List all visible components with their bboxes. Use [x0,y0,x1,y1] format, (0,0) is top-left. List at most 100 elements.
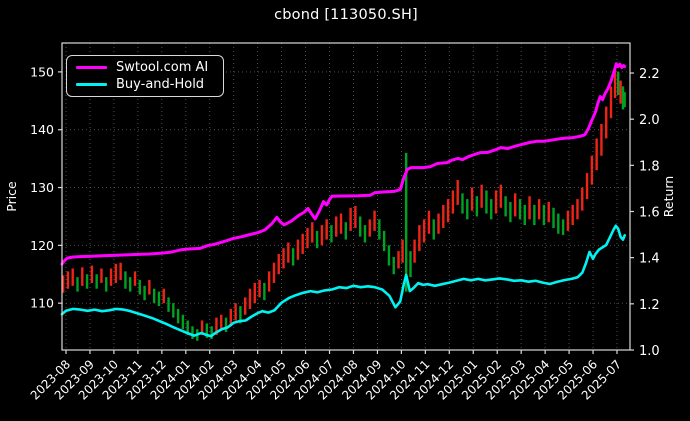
legend-item-buy-and-hold: Buy-and-Hold [76,77,214,92]
price-bar [409,251,412,278]
price-bar [523,204,526,226]
price-bar [442,204,445,229]
price-bar [621,86,625,110]
price-bar [148,280,151,295]
price-bar [401,239,404,263]
price-bar [119,262,122,281]
price-bar [397,251,400,269]
price-axis-label: Price [4,181,19,212]
price-bar [581,187,584,211]
price-bar [287,242,290,263]
price-bar [566,210,570,231]
price-bar [76,277,79,292]
price-bar [437,213,440,234]
price-bar [446,199,450,223]
price-bar [595,138,598,171]
price-bar [358,216,362,237]
price-bar [404,152,408,292]
price-bar [143,285,146,301]
price-bar [100,268,103,283]
price-bar [181,314,185,330]
price-bar [561,219,565,235]
price-bar [363,225,367,243]
price-bar [339,213,343,234]
price-bar [480,184,483,208]
price-bar [413,239,416,263]
price-bar [330,225,333,243]
price-bar [200,320,204,335]
price-bar [129,277,132,292]
price-bar [552,207,555,229]
price-bar [114,263,118,283]
price-bar [95,274,98,289]
price-bar [373,210,376,231]
price-bar [315,230,319,249]
price-bar [258,280,261,298]
price-bar [167,297,170,312]
price-bar [234,303,237,321]
price-bar [418,225,421,252]
price-bar [66,271,70,289]
price-bar [138,280,141,295]
price-bar [609,86,613,119]
price-bar [186,320,189,335]
ai-strategy-line [60,62,627,266]
price-bar [176,308,180,324]
price-tick-label: 150 [30,64,54,79]
price-tick-label: 110 [30,296,54,311]
price-bars [61,69,626,341]
price-bar [504,196,507,217]
grid-lines [62,43,630,350]
price-bar [306,228,309,249]
price-bar [585,173,589,200]
price-bar [191,326,194,340]
price-bar [470,187,474,211]
price-bar [124,271,127,289]
price-bar [220,314,223,330]
price-bar [85,274,89,289]
price-bar [172,303,175,318]
plot-border [61,42,631,351]
return-tick-label: 1.2 [639,298,660,313]
price-tick-label: 120 [30,238,54,253]
price-bar [542,204,546,226]
price-bar [81,267,84,286]
price-bar [61,275,65,293]
return-tick-label: 1.6 [639,206,660,221]
return-tick-label: 1.4 [639,252,660,267]
price-bar [461,193,464,214]
price-bar [494,190,498,214]
price-bar [547,201,550,223]
price-bar [466,199,469,220]
legend-label: Buy-and-Hold [116,77,205,92]
price-tick-label: 130 [30,180,54,195]
price-bar [335,216,338,237]
price-bar [613,69,617,98]
price-bar [157,291,161,307]
price-bar [616,71,620,96]
price-bar [451,190,455,214]
price-bar [239,306,242,324]
price-bar [576,199,579,220]
legend-label: Swtool.com AI [116,60,209,75]
price-bar [311,222,314,243]
price-bar [509,201,512,223]
price-bar [427,210,431,234]
price-bar [229,308,233,327]
price-bar [253,282,256,304]
price-bar [600,123,603,156]
ai-line-swatch-icon [76,65,107,70]
price-tick-label: 140 [30,122,54,137]
price-bar [296,239,300,260]
price-bar [623,92,626,108]
price-bar [387,245,391,266]
price-bar [205,323,209,338]
return-axis-label: Return [661,176,676,217]
price-bar [557,213,560,234]
price-bar [133,271,137,286]
price-bar [354,206,357,229]
price-bar [518,199,522,220]
price-bar [71,268,74,286]
